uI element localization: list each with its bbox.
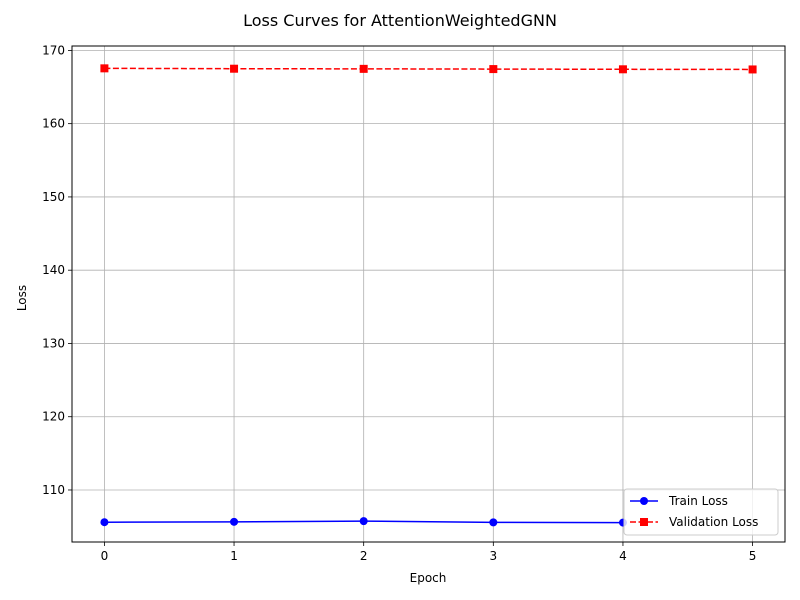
chart-title: Loss Curves for AttentionWeightedGNN <box>243 11 557 30</box>
x-tick-label: 4 <box>619 549 627 563</box>
x-tick-label: 2 <box>360 549 368 563</box>
y-tick-label: 150 <box>42 190 65 204</box>
x-tick-label: 1 <box>230 549 238 563</box>
y-tick-label: 140 <box>42 263 65 277</box>
y-tick-label: 120 <box>42 410 65 424</box>
train-loss-point <box>230 517 239 526</box>
y-tick-label: 130 <box>42 336 65 350</box>
train-loss-point <box>359 517 368 526</box>
y-tick-label: 170 <box>42 43 65 57</box>
y-tick-label: 160 <box>42 117 65 131</box>
y-tick-label: 110 <box>42 483 65 497</box>
x-axis-ticks: 0 1 2 3 4 5 <box>101 542 757 563</box>
grid <box>72 46 785 542</box>
y-axis-ticks: 110 120 130 140 150 160 170 <box>42 43 72 497</box>
legend-train-loss-marker <box>640 497 648 505</box>
validation-loss-line <box>104 67 753 71</box>
series-layer <box>100 64 757 527</box>
validation-loss-point <box>748 65 757 74</box>
validation-loss-point <box>359 64 368 73</box>
x-axis-label: Epoch <box>410 571 447 585</box>
legend-validation-loss-marker <box>640 518 648 526</box>
y-axis-label: Loss <box>15 285 29 311</box>
x-tick-label: 0 <box>101 549 109 563</box>
legend-box <box>623 488 779 536</box>
validation-loss-point <box>489 65 498 74</box>
validation-loss-point <box>618 65 627 74</box>
plot-frame <box>71 45 786 543</box>
validation-loss-point <box>100 64 109 73</box>
legend-train-loss-label: Train Loss <box>668 494 728 508</box>
validation-loss-point <box>230 64 239 73</box>
train-loss-point <box>100 518 109 527</box>
legend-validation-loss-label: Validation Loss <box>669 515 758 529</box>
train-loss-point <box>489 518 498 527</box>
legend: Train Loss Validation Loss <box>623 488 779 536</box>
x-tick-label: 5 <box>749 549 757 563</box>
x-tick-label: 3 <box>489 549 497 563</box>
